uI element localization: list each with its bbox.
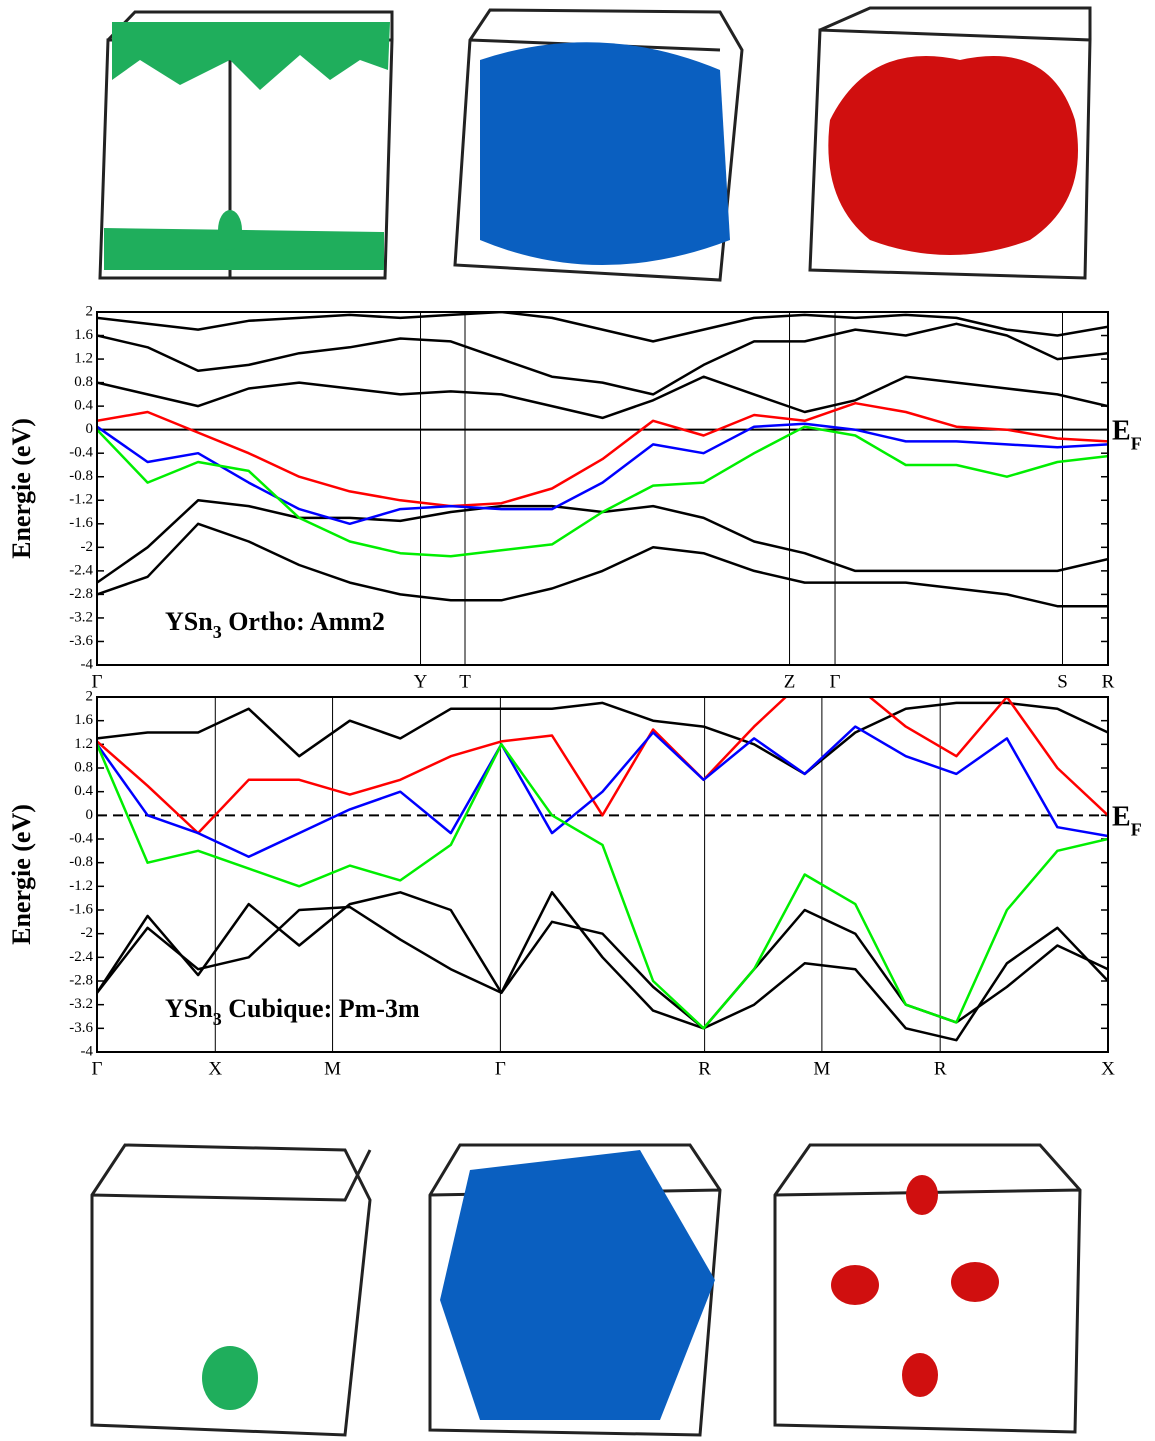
y-tick-label: 1.2 (74, 351, 93, 367)
title-main: YSn (165, 994, 213, 1023)
y-tick-label: 0.8 (74, 374, 93, 390)
x-tick-label: T (459, 671, 471, 692)
fermi-main: E (1112, 801, 1131, 832)
fermi-label: EF (1112, 416, 1142, 454)
y-axis-label: Energie (eV) (7, 418, 36, 559)
fermi-label: EF (1112, 801, 1142, 839)
y-tick-label: -4 (81, 1043, 94, 1059)
y-tick-label: -2.4 (69, 562, 93, 578)
y-tick-label: -2 (81, 539, 94, 555)
band-chart: -4 -3.6 -3.2 -2.8 -2.4 -2 -1.6 -1.2 -0.8 -0.4 0 0.4… (7, 303, 1142, 692)
y-tick-label: -3.2 (69, 609, 93, 625)
y-tick-label: 2 (86, 303, 94, 319)
fermi-surfaces-top (98, 6, 1092, 282)
y-tick-label: -4 (81, 656, 94, 672)
fermi-sub: F (1131, 819, 1142, 839)
plot-frame (96, 696, 1109, 1053)
chart-title: YSn3 Cubique: Pm-3m (165, 994, 420, 1029)
band-line (97, 697, 1108, 835)
y-tick-label: 0 (86, 421, 94, 437)
bands (97, 312, 1108, 608)
title-sub: 3 (213, 1009, 222, 1029)
y-tick-label: -0.4 (69, 830, 93, 846)
title-rest: Cubique: Pm-3m (222, 994, 420, 1023)
plot-frame (96, 311, 1109, 666)
band-line (97, 725, 1108, 859)
band-line (97, 891, 1108, 1042)
x-tick-label: X (1101, 1058, 1115, 1079)
title-rest: Ortho: Amm2 (222, 607, 385, 636)
x-tick-label: R (698, 1058, 711, 1079)
x-tick-label: Γ (495, 1058, 506, 1079)
y-tick-label: 1.6 (74, 712, 93, 728)
y-tick-label: -3.2 (69, 996, 93, 1012)
band-line (97, 522, 1108, 608)
y-axis-label: Energie (eV) (7, 804, 36, 945)
y-tick-label: -1.6 (69, 901, 93, 917)
x-tick-label: Γ (92, 671, 103, 692)
y-tick-label: -2.4 (69, 949, 93, 965)
band-line (97, 322, 1108, 396)
y-tick-label: -1.2 (69, 492, 93, 508)
x-tick-label: S (1057, 671, 1068, 692)
y-tick-label: 0 (86, 807, 94, 823)
y-tick-label: -0.8 (69, 854, 93, 870)
title-sub: 3 (213, 622, 222, 642)
x-tick-label: X (208, 1058, 222, 1079)
band-line (97, 375, 1108, 420)
x-tick-label: Z (784, 671, 796, 692)
band-line (97, 312, 1108, 343)
band-line (97, 701, 1108, 776)
title-main: YSn (165, 607, 213, 636)
y-tick-label: 1.6 (74, 327, 93, 343)
y-tick-label: -2 (81, 925, 94, 941)
fermi-surfaces-bottom (90, 1143, 1082, 1437)
y-tick-label: 0.4 (74, 398, 93, 414)
bands (97, 697, 1108, 1042)
band-line (97, 425, 1108, 558)
y-tick-label: -3.6 (69, 633, 93, 649)
x-tick-label: Γ (830, 671, 841, 692)
chart-title: YSn3 Ortho: Amm2 (165, 607, 385, 642)
y-tick-label: 1.2 (74, 736, 93, 752)
x-tick-label: M (813, 1058, 830, 1079)
band-line (97, 422, 1108, 526)
fermi-sub: F (1131, 434, 1142, 454)
y-tick-label: 0.4 (74, 783, 93, 799)
x-tick-label: Y (414, 671, 428, 692)
x-tick-label: Γ (92, 1058, 103, 1079)
y-tick-label: 2 (86, 688, 94, 704)
y-tick-label: -0.4 (69, 445, 93, 461)
x-tick-label: R (934, 1058, 947, 1079)
y-tick-label: 0.8 (74, 759, 93, 775)
y-tick-label: -2.8 (69, 972, 93, 988)
y-tick-label: -3.6 (69, 1020, 93, 1036)
fermi-main: E (1112, 416, 1131, 447)
y-tick-label: -1.2 (69, 878, 93, 894)
x-tick-label: M (324, 1058, 341, 1079)
band-line (97, 743, 1108, 1030)
x-tick-label: R (1102, 671, 1115, 692)
band-chart: -4 -3.6 -3.2 -2.8 -2.4 -2 -1.6 -1.2 -0.8 -0.4 0 0.4… (7, 688, 1142, 1079)
y-tick-label: -0.8 (69, 468, 93, 484)
band-line (97, 401, 1108, 508)
y-tick-label: -2.8 (69, 586, 93, 602)
y-tick-label: -1.6 (69, 515, 93, 531)
